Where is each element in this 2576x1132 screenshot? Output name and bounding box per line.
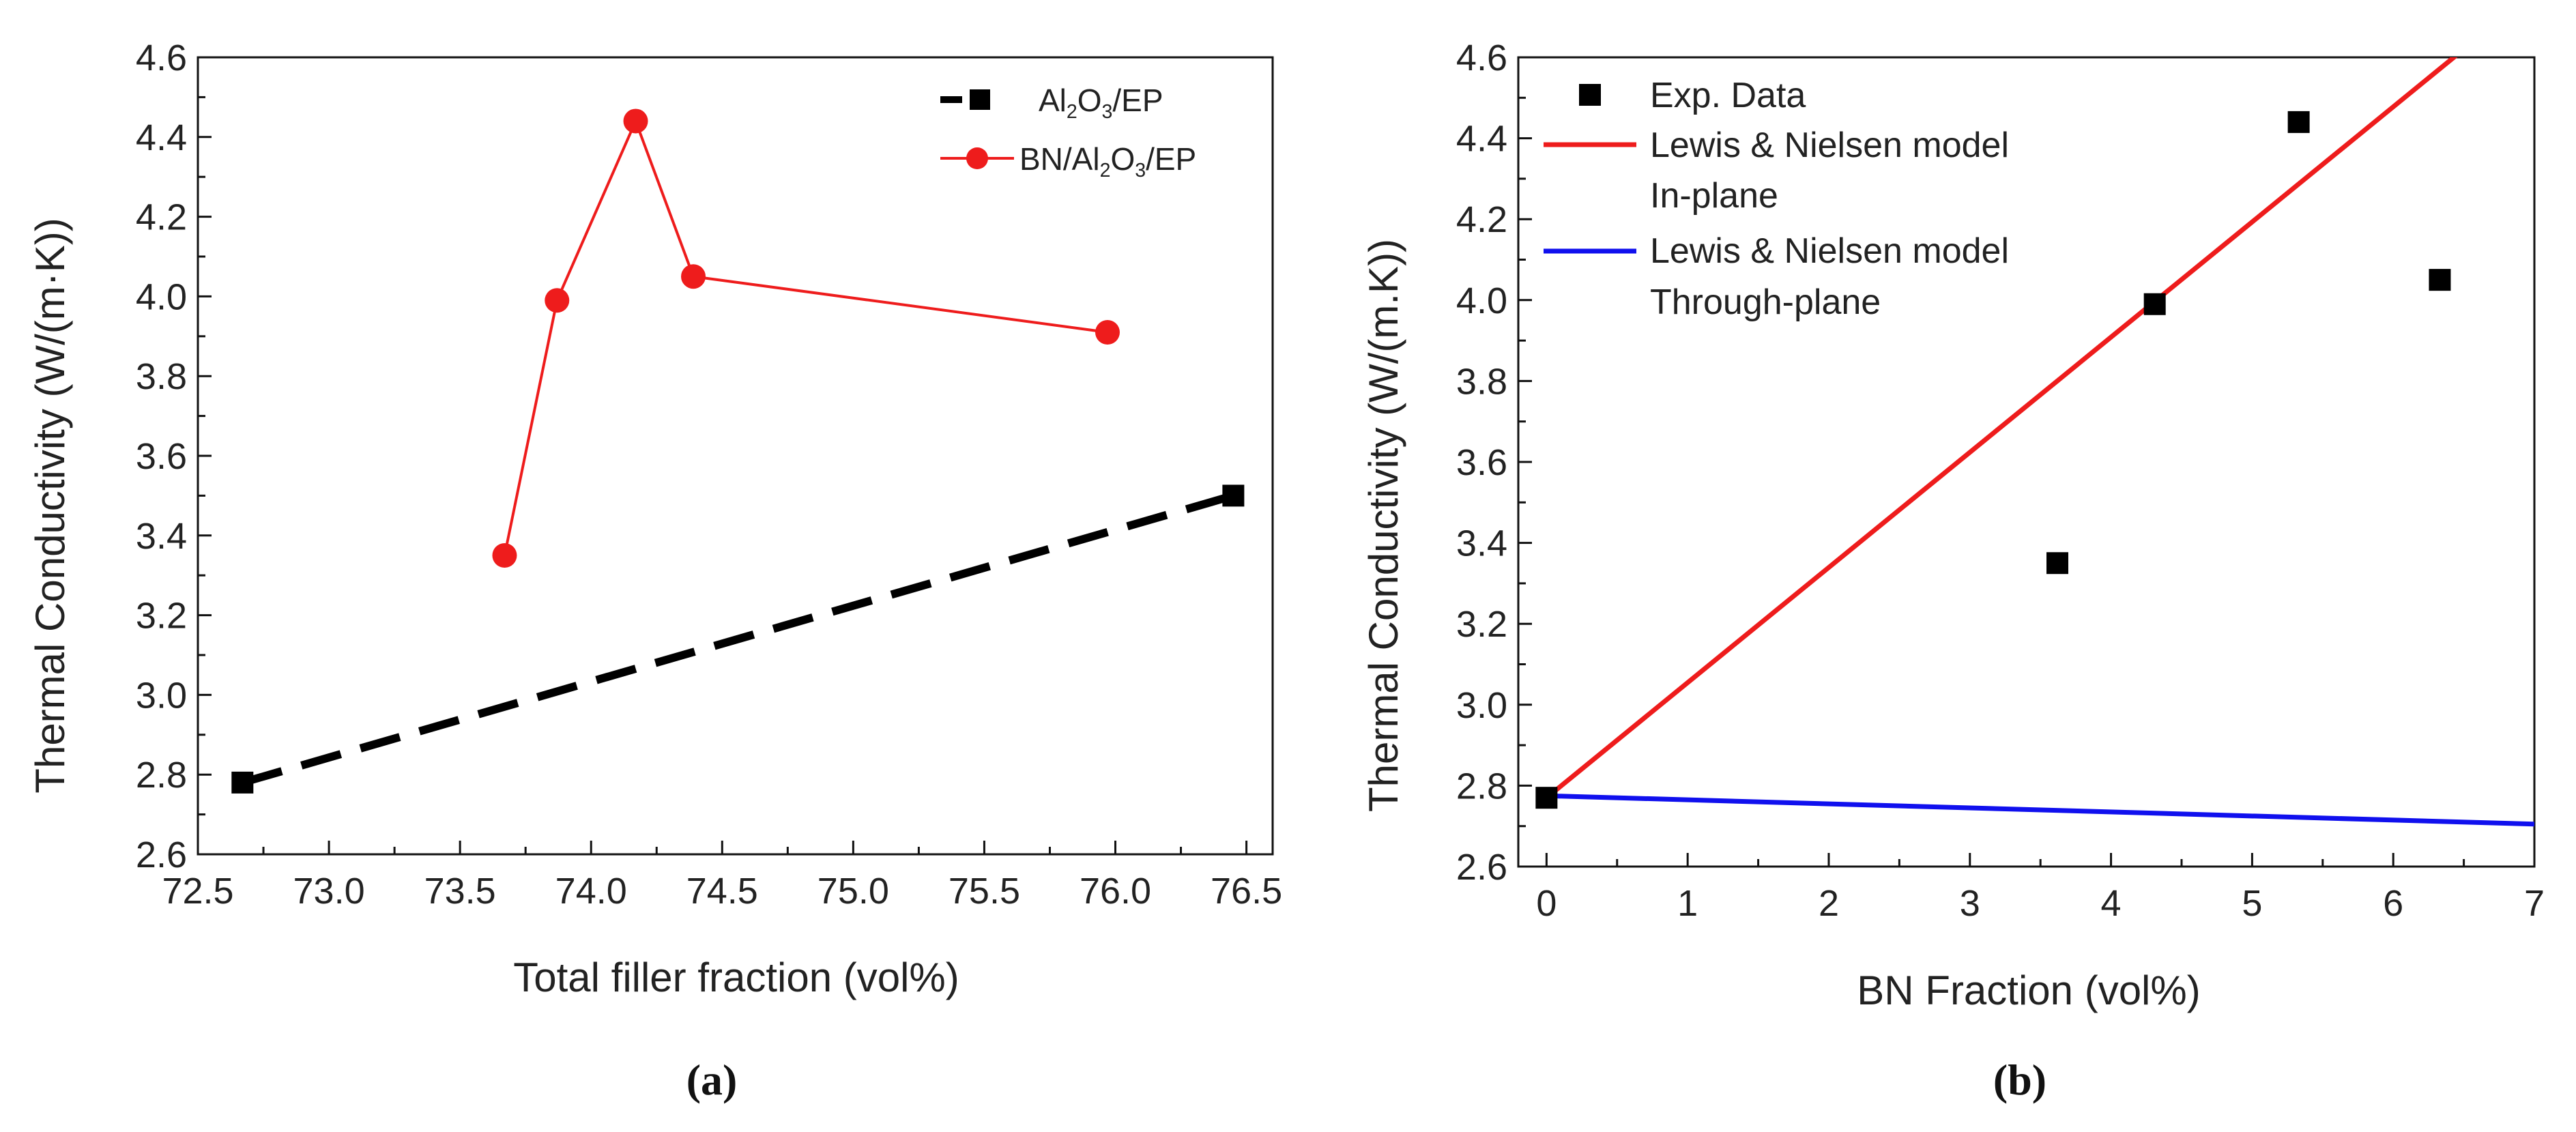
chart-b-xlabel: BN Fraction (vol%) bbox=[1857, 968, 2200, 1013]
chart-panel-a: 2.6 2.8 3.0 3.2 3.4 3.6 3.8 4.0 4.2 4.4 4.6 72.5 73.… bbox=[0, 0, 1288, 1129]
chart-a-xlabel: Total filler fraction (vol%) bbox=[513, 955, 959, 1000]
chart-b-ytick-label: 4.2 bbox=[1456, 199, 1507, 240]
chart-b-ytick-label: 2.8 bbox=[1456, 766, 1507, 807]
chart-panel-b: 2.6 2.8 3.0 3.2 3.4 3.6 3.8 4.0 4.2 4.4 4.6 0 1 2 3 4 5 6… bbox=[1288, 0, 2576, 1129]
chart-a-legend-marker-al2o3 bbox=[970, 89, 990, 110]
chart-a-xtick-label: 75.0 bbox=[817, 871, 889, 912]
chart-a-ytick-label: 3.6 bbox=[136, 436, 187, 477]
chart-b-point-exp bbox=[2046, 552, 2068, 575]
chart-b-ylabel: Thermal Conductivity (W/(m.K)) bbox=[1361, 239, 1406, 812]
chart-b-series-inplane-line bbox=[1545, 57, 2458, 800]
chart-a-xtick-label: 76.5 bbox=[1211, 871, 1282, 912]
chart-a-ytick-label: 3.4 bbox=[136, 516, 187, 557]
chart-b-series-throughplane-line bbox=[1546, 793, 2534, 827]
caption-a: (a) bbox=[686, 1056, 738, 1104]
chart-b-ytick-label: 2.6 bbox=[1456, 847, 1507, 888]
chart-b-legend-label-inplane: Lewis & Nielsen model bbox=[1650, 126, 2009, 165]
chart-b-legend-label-exp: Exp. Data bbox=[1650, 76, 1806, 115]
chart-a-point-bn bbox=[623, 108, 648, 134]
chart-a-point-bn bbox=[545, 288, 570, 313]
chart-b-xtick-label: 7 bbox=[2524, 883, 2545, 924]
chart-b-point-exp bbox=[2429, 269, 2451, 291]
chart-a-marks-group bbox=[231, 108, 1245, 794]
chart-a-point-al2o3 bbox=[1222, 484, 1245, 507]
chart-a-xtick-label: 72.5 bbox=[162, 871, 233, 912]
chart-b-ytick-label: 3.6 bbox=[1456, 442, 1507, 483]
chart-b-axes-group: 2.6 2.8 3.0 3.2 3.4 3.6 3.8 4.0 4.2 4.4 4.6 0 1 2 3 4 5 6… bbox=[1456, 38, 2545, 924]
chart-a-xtick-label: 74.0 bbox=[555, 871, 627, 912]
chart-a-plot-frame bbox=[197, 56, 1274, 856]
chart-b-legend-label-inplane-line2: In-plane bbox=[1650, 176, 1778, 216]
chart-a-ytick-label: 4.2 bbox=[136, 197, 187, 238]
chart-a-ytick-label: 4.6 bbox=[136, 38, 187, 78]
chart-a-legend-label-bn: BN/Al2O3/EP bbox=[1019, 141, 1196, 182]
chart-b-legend-label-throughplane: Lewis & Nielsen model bbox=[1650, 231, 2009, 271]
chart-a-ytick-label: 2.6 bbox=[136, 835, 187, 875]
chart-b-legend-label-throughplane-line2: Through-plane bbox=[1650, 282, 1881, 322]
chart-a-ytick-label: 3.0 bbox=[136, 675, 187, 716]
chart-a-xtick-label: 74.5 bbox=[686, 871, 758, 912]
chart-b-point-exp bbox=[2143, 293, 2166, 315]
chart-a-point-bn bbox=[492, 543, 517, 568]
chart-a-xtick-label: 73.5 bbox=[424, 871, 496, 912]
chart-a-point-al2o3 bbox=[231, 771, 254, 794]
chart-b-xtick-label: 0 bbox=[1536, 883, 1557, 924]
chart-b-xtick-label: 3 bbox=[1960, 883, 1980, 924]
chart-a-series-bn-line bbox=[503, 117, 1108, 556]
chart-b-xtick-label: 1 bbox=[1677, 883, 1698, 924]
chart-b-point-exp bbox=[2287, 111, 2310, 133]
chart-a-xtick-label: 75.5 bbox=[949, 871, 1020, 912]
caption-b: (b) bbox=[1993, 1056, 2046, 1104]
chart-a-ylabel: Thermal Conductivity (W/(m·K)) bbox=[27, 218, 73, 793]
chart-a-axes-group: 2.6 2.8 3.0 3.2 3.4 3.6 3.8 4.0 4.2 4.4 4.6 72.5 73.… bbox=[136, 38, 1282, 912]
chart-b-ytick-label: 3.8 bbox=[1456, 361, 1507, 402]
chart-b-ytick-label: 3.4 bbox=[1456, 523, 1507, 564]
chart-b-point-exp bbox=[1535, 787, 1558, 809]
chart-a-xtick-label: 76.0 bbox=[1080, 871, 1151, 912]
chart-a-ytick-label: 4.4 bbox=[136, 117, 187, 158]
chart-b-ytick-label: 3.2 bbox=[1456, 604, 1507, 645]
chart-b-marks-group bbox=[1535, 57, 2534, 827]
chart-b-svg: 2.6 2.8 3.0 3.2 3.4 3.6 3.8 4.0 4.2 4.4 4.6 0 1 2 3 4 5 6… bbox=[1361, 38, 2545, 1104]
chart-b-legend: Exp. Data Lewis & Nielsen model In-plane Le… bbox=[1544, 76, 2009, 322]
chart-a-legend: Al2O3/EP BN/Al2O3/EP bbox=[940, 83, 1196, 182]
chart-a-point-bn bbox=[681, 264, 706, 289]
chart-b-ytick-label: 4.4 bbox=[1456, 119, 1507, 160]
chart-b-ytick-label: 4.0 bbox=[1456, 280, 1507, 321]
chart-a-ytick-label: 4.0 bbox=[136, 276, 187, 317]
chart-a-legend-marker-bn bbox=[966, 147, 988, 169]
chart-b-legend-marker-exp bbox=[1579, 84, 1601, 106]
chart-b-ytick-label: 4.6 bbox=[1456, 38, 1507, 78]
chart-a-ytick-label: 3.8 bbox=[136, 356, 187, 397]
chart-a-ytick-label: 2.8 bbox=[136, 755, 187, 796]
chart-a-point-bn bbox=[1095, 319, 1120, 345]
chart-a-series-al2o3-line bbox=[241, 491, 1235, 787]
chart-b-ytick-label: 3.0 bbox=[1456, 685, 1507, 726]
chart-b-xtick-label: 6 bbox=[2383, 883, 2403, 924]
chart-a-ytick-label: 3.2 bbox=[136, 596, 187, 637]
chart-a-legend-label-al2o3: Al2O3/EP bbox=[1039, 83, 1163, 123]
chart-b-xtick-label: 2 bbox=[1819, 883, 1839, 924]
chart-a-xtick-label: 73.0 bbox=[293, 871, 365, 912]
chart-a-svg: 2.6 2.8 3.0 3.2 3.4 3.6 3.8 4.0 4.2 4.4 4.6 72.5 73.… bbox=[27, 38, 1282, 1104]
chart-b-xtick-label: 4 bbox=[2101, 883, 2122, 924]
chart-b-xtick-label: 5 bbox=[2242, 883, 2262, 924]
